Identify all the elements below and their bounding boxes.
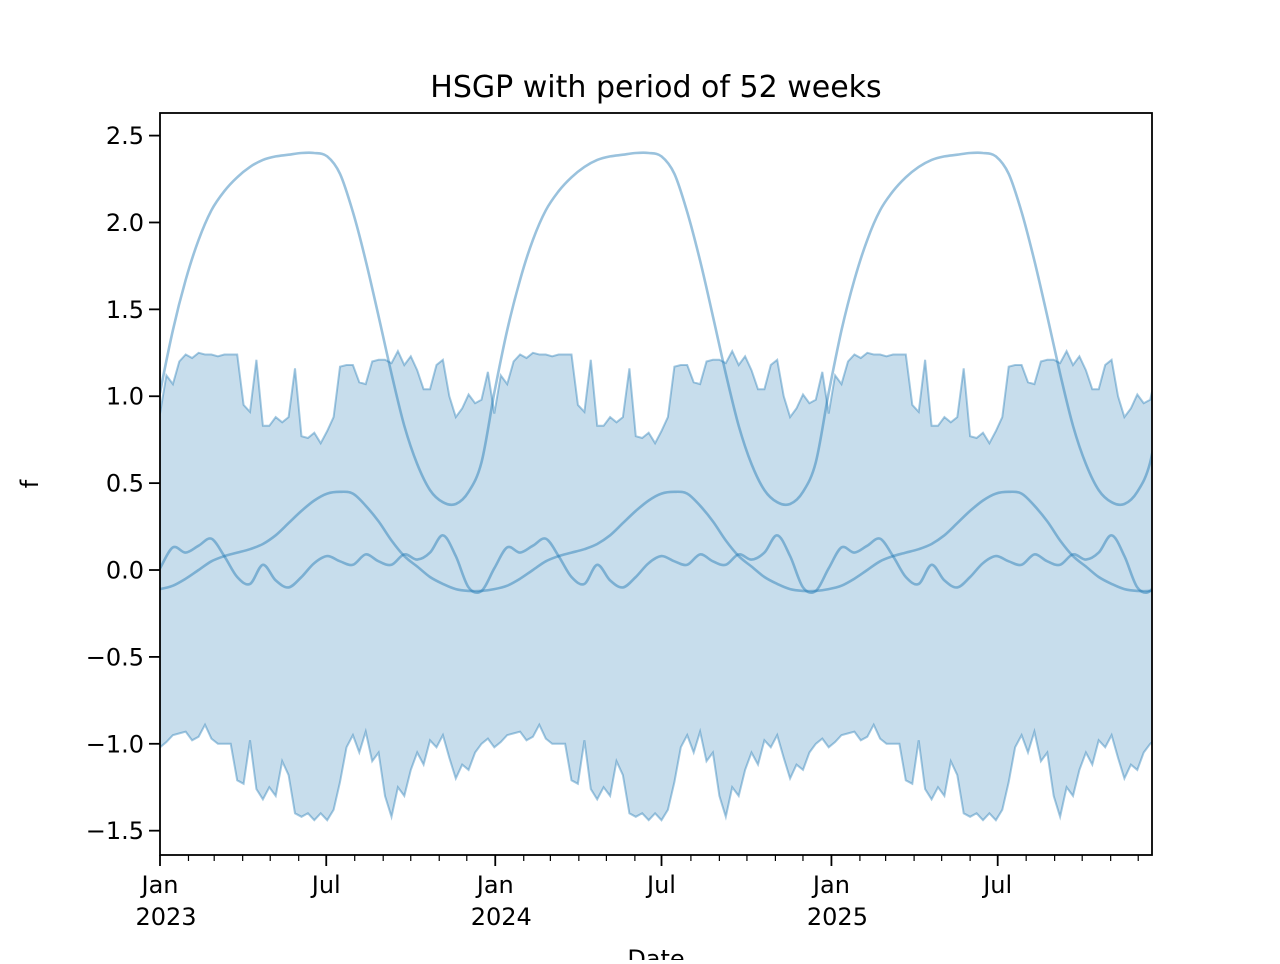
y-tick-label: 2.5 bbox=[106, 122, 144, 150]
chart-title: HSGP with period of 52 weeks bbox=[430, 70, 881, 105]
x-tick-year-label: 2024 bbox=[471, 903, 532, 931]
medium-amplitude-sample-line bbox=[160, 490, 1152, 593]
y-tick-label: −1.0 bbox=[86, 730, 144, 758]
y-tick-label: 1.5 bbox=[106, 296, 144, 324]
small-amplitude-sample-line bbox=[160, 534, 1152, 595]
y-tick-label: 1.0 bbox=[106, 383, 144, 411]
hdi-band-layer bbox=[160, 348, 1152, 822]
hdi-band-lower-edge bbox=[160, 722, 1152, 822]
x-tick-label: Jul bbox=[310, 871, 341, 899]
x-tick-year-label: 2023 bbox=[135, 903, 196, 931]
x-tick-label: Jul bbox=[645, 871, 676, 899]
y-tick-label: −0.5 bbox=[86, 643, 144, 671]
x-tick-label: Jan bbox=[475, 871, 514, 899]
y-tick-label: −1.5 bbox=[86, 817, 144, 845]
axes-layer: Jan 2023 Jul Jan 2024 Jul Jan 2025 Jul 2.5 2.0 1.5 1… bbox=[86, 112, 1153, 931]
hdi-band-upper-edge bbox=[160, 348, 1152, 446]
y-axis-label: f bbox=[16, 479, 44, 488]
sample-lines-layer bbox=[160, 151, 1152, 595]
y-tick-label: 2.0 bbox=[106, 209, 144, 237]
hdi-band-fill bbox=[160, 351, 1152, 821]
x-axis-label: Date bbox=[627, 945, 684, 960]
y-tick-label: 0.5 bbox=[106, 470, 144, 498]
large-amplitude-sample-line bbox=[160, 151, 1152, 507]
x-tick-year-label: 2025 bbox=[807, 903, 868, 931]
x-tick-label: Jan bbox=[811, 871, 850, 899]
x-tick-label: Jul bbox=[981, 871, 1012, 899]
x-tick-label: Jan bbox=[140, 871, 179, 899]
y-tick-label: 0.0 bbox=[106, 557, 144, 585]
